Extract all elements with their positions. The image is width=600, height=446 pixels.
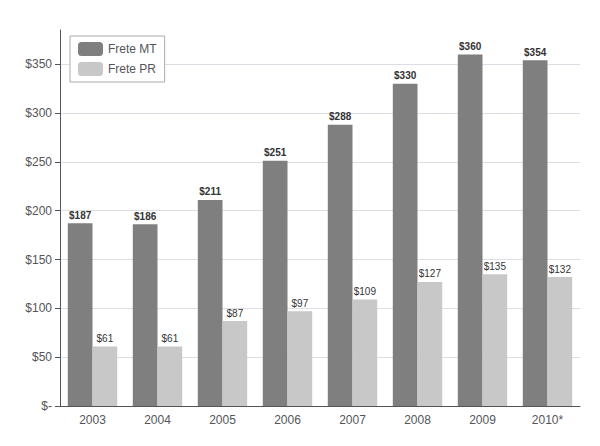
svg-text:2006: 2006 xyxy=(274,413,301,427)
svg-text:2005: 2005 xyxy=(209,413,236,427)
svg-text:$135: $135 xyxy=(484,261,507,272)
svg-text:Frete PR: Frete PR xyxy=(108,62,156,76)
svg-text:$61: $61 xyxy=(162,333,179,344)
svg-text:$288: $288 xyxy=(329,111,352,122)
svg-text:2009: 2009 xyxy=(469,413,496,427)
svg-text:Frete MT: Frete MT xyxy=(108,42,157,56)
svg-text:$300: $300 xyxy=(25,106,52,120)
svg-text:$132: $132 xyxy=(549,264,572,275)
svg-text:$97: $97 xyxy=(292,298,309,309)
svg-text:$350: $350 xyxy=(25,57,52,71)
svg-text:$87: $87 xyxy=(227,308,244,319)
svg-text:$250: $250 xyxy=(25,155,52,169)
svg-text:$61: $61 xyxy=(97,333,114,344)
svg-text:$200: $200 xyxy=(25,204,52,218)
svg-text:$360: $360 xyxy=(459,41,482,52)
svg-text:$354: $354 xyxy=(524,47,547,58)
svg-text:2007: 2007 xyxy=(339,413,366,427)
svg-text:2010*: 2010* xyxy=(532,413,564,427)
svg-text:$186: $186 xyxy=(134,211,157,222)
svg-text:$100: $100 xyxy=(25,301,52,315)
svg-text:$251: $251 xyxy=(264,147,287,158)
svg-text:2003: 2003 xyxy=(79,413,106,427)
svg-text:$211: $211 xyxy=(199,186,221,197)
svg-text:$330: $330 xyxy=(394,70,417,81)
svg-text:2008: 2008 xyxy=(404,413,431,427)
svg-text:$50: $50 xyxy=(32,350,52,364)
svg-text:$109: $109 xyxy=(354,286,377,297)
svg-text:$187: $187 xyxy=(69,210,92,221)
svg-text:$-: $- xyxy=(41,399,52,413)
svg-text:2004: 2004 xyxy=(144,413,171,427)
svg-text:$150: $150 xyxy=(25,253,52,267)
svg-text:$127: $127 xyxy=(419,268,442,279)
